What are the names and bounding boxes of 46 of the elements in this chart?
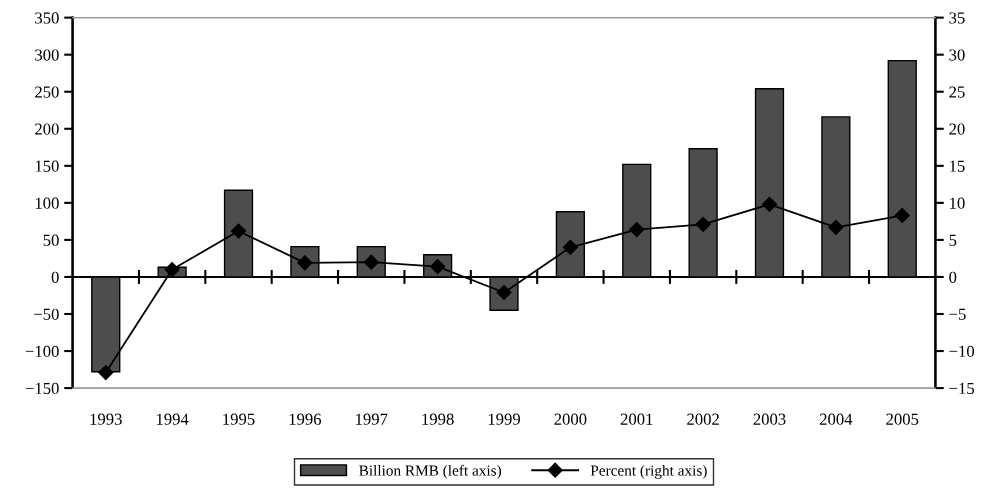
- x-tick-label: 2004: [819, 413, 853, 425]
- x-tick-label: 1999: [488, 413, 520, 425]
- y-tick-label: −100: [25, 345, 59, 357]
- x-tick-label: 1996: [289, 413, 322, 425]
- y2-tick-label: 5: [949, 234, 957, 246]
- y2-tick-label: −5: [949, 308, 966, 320]
- point: [164, 261, 180, 278]
- y-tick-label: 50: [43, 234, 59, 246]
- point: [629, 221, 645, 238]
- x-tick-label: 1995: [223, 413, 255, 425]
- x-tick-label: 1994: [156, 413, 189, 425]
- legend-label: Billion RMB (left axis): [359, 464, 502, 479]
- x-tick-label: 1993: [90, 413, 122, 425]
- x-tick-label: 2003: [753, 413, 786, 425]
- legend-label: Percent (right axis): [590, 464, 707, 479]
- point: [828, 219, 844, 235]
- y-tick-label: 200: [35, 123, 59, 135]
- y2-tick-label: 25: [949, 86, 965, 98]
- y-tick-label: 300: [35, 49, 59, 61]
- y-tick-label: 100: [35, 197, 59, 209]
- y2-tick-label: 0: [949, 271, 957, 283]
- y2-tick-label: 20: [949, 123, 965, 135]
- x-tick-label: 2002: [687, 413, 719, 425]
- x-tick-label: 2001: [620, 413, 653, 425]
- point: [761, 196, 778, 212]
- y2-tick-label: 35: [949, 12, 965, 24]
- y2-tick-label: 30: [949, 49, 965, 61]
- y2-tick-label: −15: [949, 382, 975, 395]
- x-tick-label: 2005: [886, 413, 919, 425]
- point: [230, 223, 247, 239]
- x-tick-label: 1997: [356, 413, 388, 425]
- point: [695, 216, 711, 232]
- y2-tick-label: −10: [949, 345, 975, 357]
- y-tick-label: 250: [35, 86, 59, 98]
- y2-tick-label: 15: [950, 160, 965, 172]
- point: [562, 239, 578, 255]
- y-tick-label: −50: [34, 308, 59, 320]
- x-tick-label: 1998: [422, 413, 454, 425]
- point: [894, 207, 910, 224]
- y2-tick-label: 10: [950, 197, 965, 209]
- y-tick-label: 350: [35, 12, 59, 24]
- y-tick-label: −150: [25, 382, 59, 395]
- x-tick-label: 2000: [554, 413, 587, 425]
- y-tick-label: 0: [51, 271, 59, 283]
- point: [98, 364, 114, 381]
- y-tick-label: 150: [35, 160, 59, 172]
